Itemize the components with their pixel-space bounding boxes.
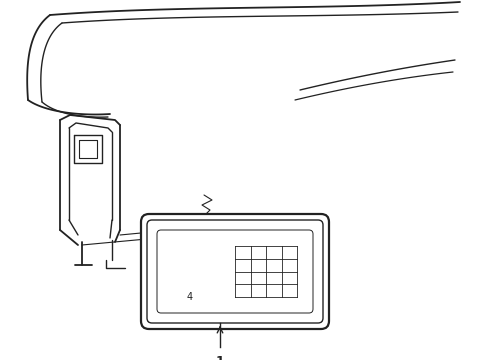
Text: 1: 1 (216, 355, 224, 360)
Text: 4: 4 (187, 292, 193, 302)
FancyBboxPatch shape (141, 214, 329, 329)
